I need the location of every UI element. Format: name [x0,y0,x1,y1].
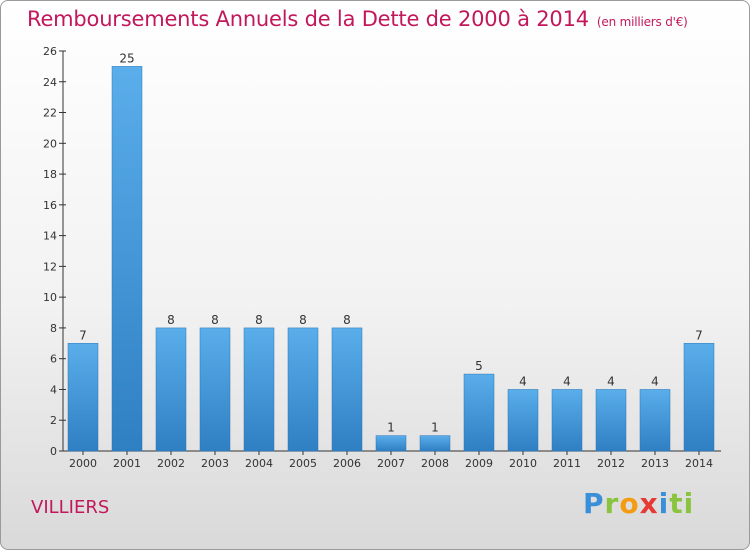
data-label: 25 [119,51,134,65]
data-label: 4 [651,374,659,388]
chart-bars [67,66,715,452]
x-tick-label: 2014 [685,457,713,470]
data-label: 8 [343,313,351,327]
bar-2012 [595,389,627,452]
y-tick-label: 6 [50,353,57,366]
x-tick-label: 2013 [641,457,669,470]
bar-2005 [287,327,319,452]
x-tick-label: 2011 [553,457,581,470]
y-tick-label: 26 [43,45,57,58]
logo-letter: i [658,487,670,520]
chart-subtitle: (en milliers d'€) [596,15,688,29]
logo-letter: r [604,487,620,520]
data-label: 7 [695,328,703,342]
x-tick-label: 2012 [597,457,625,470]
logo-letter: o [619,487,640,520]
data-label: 8 [255,313,263,327]
x-tick-label: 2007 [377,457,405,470]
y-tick-label: 20 [43,137,57,150]
bar-2003 [199,327,231,452]
x-tick-label: 2002 [157,457,185,470]
data-label: 8 [211,313,219,327]
data-label: 4 [607,374,615,388]
x-tick-label: 2003 [201,457,229,470]
bar-2014 [683,343,715,452]
bar-2007 [375,435,407,452]
y-tick-label: 24 [43,76,57,89]
proxiti-logo: Proxiti [583,487,694,520]
chart-title: Remboursements Annuels de la Dette de 20… [27,7,688,31]
bar-2002 [155,327,187,452]
chart-labels: 2000 7 2001 25 2002 8 2003 8 2004 8 2005 8 2006 8 2007… [69,51,713,470]
bar-2011 [551,389,583,452]
commune-name: VILLIERS [31,497,110,518]
logo-letter: x [639,487,659,520]
y-tick-label: 22 [43,107,57,120]
logo-letter: P [583,487,605,520]
x-tick-label: 2006 [333,457,361,470]
x-tick-label: 2009 [465,457,493,470]
x-tick-label: 2000 [69,457,97,470]
bar-2008 [419,435,451,452]
x-tick-label: 2008 [421,457,449,470]
data-label: 8 [299,313,307,327]
y-tick-label: 18 [43,168,57,181]
bar-2009 [463,373,495,452]
data-label: 4 [519,374,527,388]
bar-2000 [67,343,99,452]
bar-2010 [507,389,539,452]
bar-2006 [331,327,363,452]
logo-letter: ti [669,487,695,520]
data-label: 8 [167,313,175,327]
bar-2001 [111,66,143,452]
y-tick-label: 12 [43,260,57,273]
chart-title-text: Remboursements Annuels de la Dette de 20… [27,7,589,31]
x-tick-label: 2005 [289,457,317,470]
data-label: 4 [563,374,571,388]
x-tick-label: 2010 [509,457,537,470]
y-tick-label: 2 [50,414,57,427]
y-tick-label: 10 [43,291,57,304]
data-label: 7 [79,328,87,342]
y-tick-label: 0 [50,445,57,458]
x-tick-label: 2001 [113,457,141,470]
data-label: 1 [431,421,439,435]
data-label: 1 [387,421,395,435]
data-label: 5 [475,359,483,373]
x-tick-label: 2004 [245,457,273,470]
y-tick-label: 16 [43,199,57,212]
y-tick-label: 14 [43,230,57,243]
bar-2004 [243,327,275,452]
bar-2013 [639,389,671,452]
y-tick-label: 4 [50,383,57,396]
y-tick-label: 8 [50,322,57,335]
